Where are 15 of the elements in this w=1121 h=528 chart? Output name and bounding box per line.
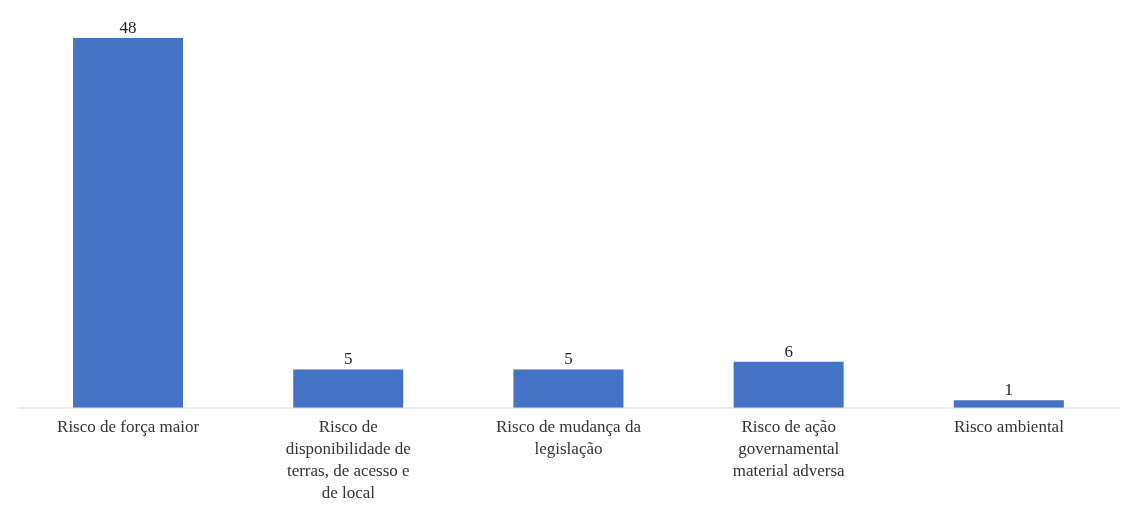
x-tick-label: Risco de disponibilidade de terras, de acesso e de local [285,417,411,502]
bar [953,400,1064,408]
data-label: 5 [344,349,353,369]
data-label: 1 [1004,380,1014,400]
data-label: 48 [119,18,137,37]
bar [73,38,184,408]
bar [733,361,844,408]
x-tick-label: Risco de mudança da legislação [496,417,642,458]
x-tick-label: Risco de força maior [57,417,200,436]
x-tick-label: Risco de ação governamental material adversa [732,417,846,480]
data-label: 6 [784,341,793,361]
data-label: 5 [564,349,573,369]
bar [293,369,404,408]
bar [513,369,624,408]
x-tick-label: Risco ambiental [953,417,1065,436]
